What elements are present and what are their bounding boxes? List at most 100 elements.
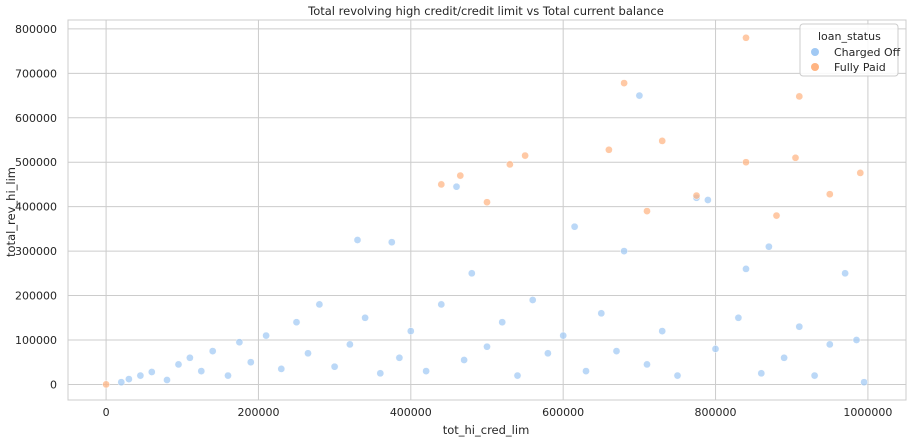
data-point-fully-paid [742, 33, 750, 42]
data-point-charged-off [208, 347, 217, 355]
legend-box [799, 23, 899, 77]
legend-label-fully-paid: Fully Paid [834, 61, 886, 74]
data-point-charged-off [704, 196, 712, 204]
data-point-charged-off [353, 236, 362, 244]
data-points [102, 33, 868, 389]
data-point-charged-off [246, 358, 255, 367]
data-point-fully-paid [742, 158, 750, 167]
data-point-charged-off [734, 313, 743, 322]
data-point-charged-off [361, 313, 369, 322]
legend-marker-fully-paid [811, 63, 819, 71]
data-point-charged-off [544, 349, 552, 358]
y-tick-label: 100000 [15, 334, 57, 347]
data-point-charged-off [852, 336, 861, 344]
legend: loan_status Charged Off Fully Paid [799, 23, 901, 77]
data-point-charged-off [346, 340, 354, 349]
data-point-fully-paid [772, 211, 781, 220]
data-point-charged-off [147, 368, 156, 376]
data-point-fully-paid [456, 171, 465, 180]
y-tick-label: 200000 [15, 290, 57, 303]
data-point-charged-off [597, 309, 606, 318]
data-point-charged-off [452, 182, 461, 191]
tick-labels: 0 200000 400000 600000 800000 1000000 0 100000 2… [15, 23, 892, 419]
data-point-charged-off [422, 367, 430, 375]
data-point-charged-off [483, 342, 491, 351]
data-point-charged-off [235, 338, 244, 347]
data-point-charged-off [315, 300, 324, 309]
y-tick-label: 500000 [15, 156, 57, 169]
legend-label-charged-off: Charged Off [834, 46, 901, 59]
y-tick-label: 800000 [15, 23, 57, 36]
data-point-fully-paid [791, 153, 800, 162]
data-point-charged-off [262, 331, 270, 340]
data-point-charged-off [224, 371, 232, 380]
data-point-charged-off [810, 371, 819, 380]
data-point-fully-paid [605, 145, 613, 154]
data-point-charged-off [437, 300, 446, 309]
data-point-charged-off [376, 369, 385, 378]
data-point-charged-off [841, 269, 849, 278]
grid-lines [68, 20, 906, 400]
data-point-charged-off [498, 318, 507, 327]
data-point-charged-off [612, 347, 621, 355]
legend-title: loan_status [818, 30, 881, 43]
data-point-charged-off [620, 247, 628, 255]
data-point-charged-off [163, 376, 171, 384]
data-point-charged-off [292, 318, 301, 327]
data-point-fully-paid [102, 380, 110, 389]
data-point-fully-paid [437, 180, 446, 189]
data-point-charged-off [395, 353, 404, 362]
plot-frame [67, 19, 907, 401]
y-tick-label: 0 [50, 378, 57, 391]
data-point-fully-paid [620, 79, 628, 87]
data-point-fully-paid [795, 92, 804, 101]
y-tick-label: 600000 [15, 112, 57, 125]
data-point-charged-off [795, 322, 804, 331]
data-point-charged-off [460, 356, 468, 364]
data-point-charged-off [643, 360, 651, 369]
y-tick-label: 400000 [15, 201, 57, 214]
x-tick-label: 600000 [542, 406, 584, 419]
data-point-charged-off [860, 378, 868, 387]
data-point-charged-off [765, 242, 773, 251]
data-point-charged-off [658, 327, 667, 335]
x-axis-title: tot_hi_cred_lim [443, 423, 530, 437]
data-point-fully-paid [521, 151, 529, 160]
legend-marker-charged-off [811, 48, 819, 56]
y-tick-label: 700000 [15, 67, 57, 80]
data-point-charged-off [330, 362, 339, 371]
data-point-fully-paid [658, 137, 667, 145]
data-point-fully-paid [825, 190, 834, 199]
x-tick-label: 200000 [237, 406, 279, 419]
data-point-charged-off [186, 353, 194, 362]
data-point-charged-off [825, 340, 834, 349]
data-point-charged-off [136, 371, 145, 380]
data-point-charged-off [387, 238, 396, 247]
data-point-charged-off [467, 269, 476, 278]
data-point-fully-paid [483, 198, 491, 207]
data-point-charged-off [711, 345, 720, 353]
data-point-charged-off [570, 222, 579, 231]
chart-title: Total revolving high credit/credit limit… [307, 4, 664, 18]
data-point-charged-off [582, 367, 590, 375]
data-point-charged-off [673, 371, 682, 380]
data-point-charged-off [174, 360, 183, 369]
data-point-charged-off [125, 375, 133, 383]
y-tick-label: 300000 [15, 245, 57, 258]
data-point-fully-paid [643, 207, 651, 215]
y-axis-title: total_rev_hi_lim [4, 167, 18, 257]
data-point-charged-off [197, 367, 206, 375]
x-tick-label: 800000 [695, 406, 737, 419]
data-point-charged-off [528, 296, 537, 304]
x-tick-label: 0 [103, 406, 110, 419]
data-point-charged-off [757, 369, 766, 378]
data-point-charged-off [406, 327, 415, 335]
data-point-charged-off [780, 353, 788, 362]
data-point-charged-off [277, 365, 286, 373]
data-point-charged-off [513, 371, 522, 380]
data-point-charged-off [117, 378, 126, 387]
x-tick-label: 400000 [390, 406, 432, 419]
data-point-charged-off [559, 331, 568, 340]
